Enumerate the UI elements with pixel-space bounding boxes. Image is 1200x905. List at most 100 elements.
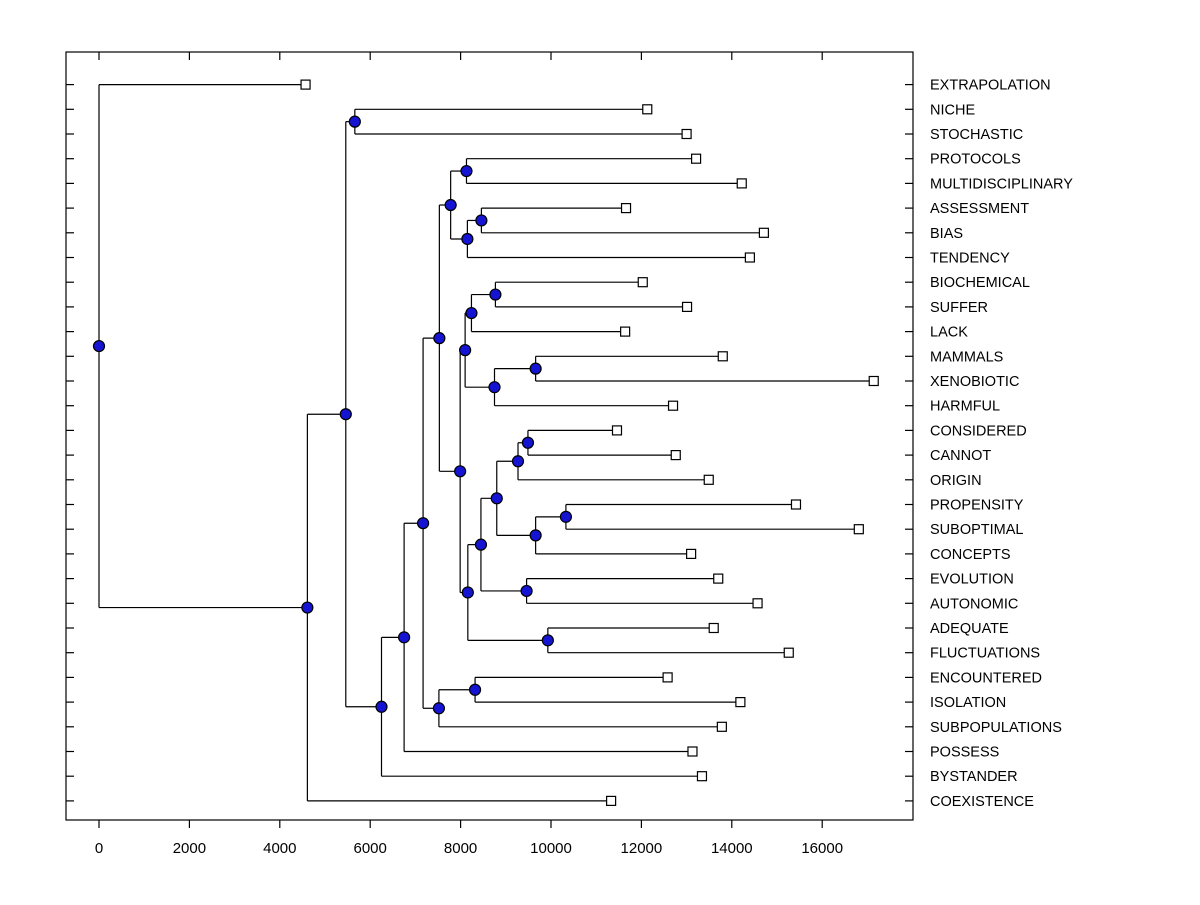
leaf-label: XENOBIOTIC xyxy=(930,374,1019,390)
x-tick-label: 12000 xyxy=(621,840,663,857)
internal-node-marker xyxy=(460,164,473,178)
leaf-label: COEXISTENCE xyxy=(930,794,1034,810)
leaf-marker xyxy=(713,573,724,584)
leaf-marker xyxy=(735,696,746,708)
internal-node-marker xyxy=(468,683,482,696)
x-tick-label: 6000 xyxy=(354,840,387,857)
x-tick-label: 4000 xyxy=(263,840,296,857)
leaf-label: ASSESSMENT xyxy=(930,201,1029,217)
leaf-marker xyxy=(642,104,653,115)
leaf-marker xyxy=(690,153,702,164)
internal-node-marker xyxy=(465,306,478,320)
leaf-marker xyxy=(681,301,693,312)
internal-node-marker xyxy=(301,601,314,614)
internal-node-marker xyxy=(454,465,467,478)
leaf-label: CONSIDERED xyxy=(930,423,1027,439)
x-tick-label: 16000 xyxy=(801,840,843,857)
leaf-marker xyxy=(716,721,727,732)
leaf-marker xyxy=(703,474,714,485)
leaf-marker xyxy=(717,351,728,362)
internal-node-marker xyxy=(461,586,474,599)
leaf-marker xyxy=(670,450,681,461)
internal-node-marker xyxy=(475,214,488,227)
leaf-label: SUBPOPULATIONS xyxy=(930,720,1062,736)
leaf-marker xyxy=(686,548,697,560)
leaf-marker xyxy=(758,227,769,238)
internal-node-marker xyxy=(444,198,457,212)
leaf-marker xyxy=(752,598,763,609)
leaf-marker xyxy=(681,128,692,140)
leaf-label: BYSTANDER xyxy=(930,769,1018,785)
leaf-label: MULTIDISCIPLINARY xyxy=(930,176,1073,192)
leaf-label: BIAS xyxy=(930,226,963,242)
leaf-marker xyxy=(736,178,747,189)
x-tick-label: 8000 xyxy=(444,840,477,857)
internal-node-marker xyxy=(339,408,352,421)
leaf-marker xyxy=(790,499,802,510)
leaf-marker xyxy=(667,400,679,411)
internal-node-marker xyxy=(348,115,361,128)
leaf-marker xyxy=(708,622,719,634)
leaf-label: SUBOPTIMAL xyxy=(930,522,1023,538)
leaf-marker xyxy=(853,524,864,535)
leaf-marker xyxy=(637,277,648,288)
internal-node-marker xyxy=(416,517,430,530)
internal-node-marker xyxy=(488,381,501,394)
leaf-label: TENDENCY xyxy=(930,251,1010,267)
internal-node-marker xyxy=(521,436,535,449)
internal-node-marker xyxy=(398,631,411,644)
leaf-marker xyxy=(300,79,311,90)
leaf-label: BIOCHEMICAL xyxy=(930,275,1030,291)
leaf-label: EVOLUTION xyxy=(930,572,1014,588)
x-tick-label: 14000 xyxy=(711,840,753,857)
leaf-label: ADEQUATE xyxy=(930,621,1009,637)
internal-node-marker xyxy=(511,455,525,468)
leaf-label: AUTONOMIC xyxy=(930,596,1018,612)
internal-node-marker xyxy=(432,702,446,715)
internal-node-marker xyxy=(529,362,542,375)
leaf-label: LACK xyxy=(930,325,968,341)
leaf-label: FLUCTUATIONS xyxy=(930,646,1040,662)
leaf-label: CANNOT xyxy=(930,448,991,464)
leaf-label: POSSESS xyxy=(930,745,999,761)
leaf-marker xyxy=(611,425,623,436)
leaf-marker xyxy=(687,746,698,757)
leaf-label: ORIGIN xyxy=(930,473,982,489)
internal-node-marker xyxy=(489,288,502,301)
leaf-label: HARMFUL xyxy=(930,399,1000,415)
internal-node-marker xyxy=(461,232,474,246)
internal-node-marker xyxy=(459,344,472,357)
leaf-marker xyxy=(696,771,708,782)
leaf-label: MAMMALS xyxy=(930,349,1003,365)
leaf-label: SUFFER xyxy=(930,300,988,316)
leaf-marker xyxy=(620,203,632,214)
internal-node-marker xyxy=(92,339,106,353)
leaf-label: ENCOUNTERED xyxy=(930,670,1042,686)
x-tick-label: 10000 xyxy=(530,840,572,857)
leaf-label: CONCEPTS xyxy=(930,547,1011,563)
leaf-label: NICHE xyxy=(930,102,975,118)
x-tick-label: 2000 xyxy=(173,840,206,857)
internal-node-marker xyxy=(433,332,446,345)
leaf-marker xyxy=(620,326,631,337)
internal-node-marker xyxy=(490,492,503,505)
internal-node-marker xyxy=(559,510,573,523)
internal-node-marker xyxy=(375,700,388,713)
leaf-label: EXTRAPOLATION xyxy=(930,78,1051,94)
internal-node-marker xyxy=(541,634,554,647)
leaf-label: ISOLATION xyxy=(930,695,1006,711)
leaf-label: PROPENSITY xyxy=(930,498,1024,514)
internal-node-marker xyxy=(529,529,542,542)
x-tick-label: 0 xyxy=(95,840,103,857)
leaf-marker xyxy=(868,375,879,387)
plot-box xyxy=(65,51,914,821)
leaf-marker xyxy=(744,252,755,263)
leaf-label: STOCHASTIC xyxy=(930,127,1023,143)
leaf-marker xyxy=(606,795,617,807)
internal-node-marker xyxy=(474,538,488,551)
leaf-label: PROTOCOLS xyxy=(930,152,1021,168)
internal-node-marker xyxy=(520,584,533,598)
leaf-marker xyxy=(662,672,673,683)
